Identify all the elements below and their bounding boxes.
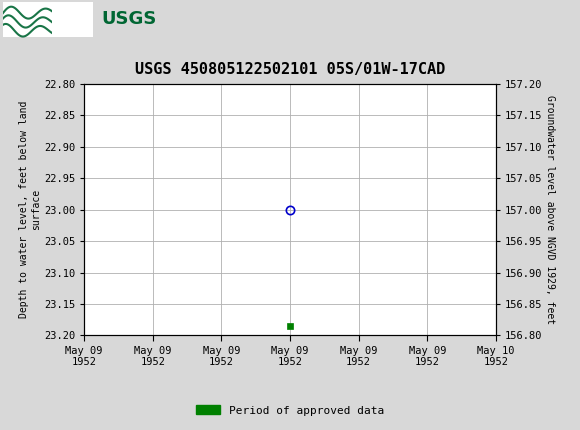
FancyBboxPatch shape [3, 2, 93, 37]
Y-axis label: Depth to water level, feet below land
surface: Depth to water level, feet below land su… [19, 101, 41, 318]
Legend: Period of approved data: Period of approved data [191, 401, 389, 420]
Y-axis label: Groundwater level above NGVD 1929, feet: Groundwater level above NGVD 1929, feet [545, 95, 555, 324]
Text: USGS 450805122502101 05S/01W-17CAD: USGS 450805122502101 05S/01W-17CAD [135, 62, 445, 77]
Text: USGS: USGS [102, 10, 157, 28]
